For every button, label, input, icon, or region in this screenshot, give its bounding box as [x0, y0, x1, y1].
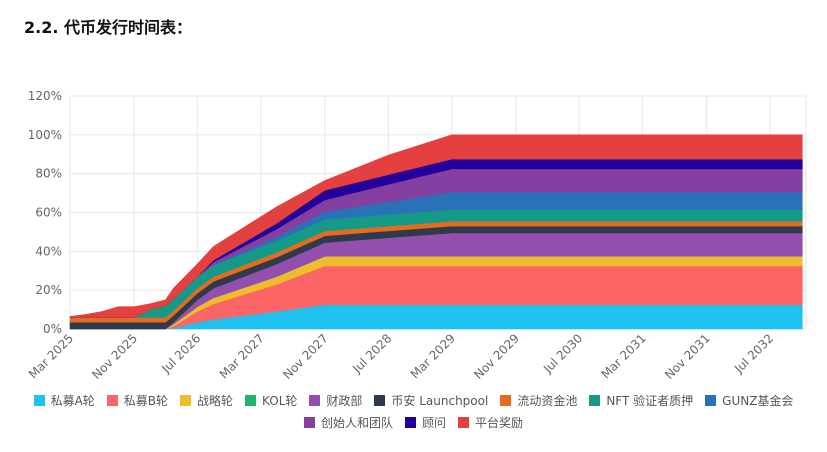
legend-item[interactable]: GUNZ基金会	[705, 392, 793, 409]
x-tick-label: Jul 2032	[731, 331, 776, 376]
legend-label: 战略轮	[197, 394, 234, 408]
legend-item[interactable]: NFT 验证者质押	[589, 392, 693, 409]
x-tick-label: Mar 2029	[408, 331, 458, 381]
legend-swatch	[303, 417, 315, 428]
legend-label: 创始人和团队	[320, 416, 393, 430]
x-tick-label: Nov 2027	[280, 331, 331, 382]
y-tick-label: 60%	[35, 206, 62, 220]
chart-legend: 私募A轮 私募B轮 战略轮 KOL轮 财政部 币安 Launchpool 流动资金池 NFT …	[0, 392, 827, 436]
legend-row: 私募A轮 私募B轮 战略轮 KOL轮 财政部 币安 Launchpool 流动资金池 NFT …	[0, 392, 827, 409]
legend-swatch	[705, 395, 717, 406]
legend-swatch	[106, 395, 118, 406]
legend-swatch	[404, 417, 416, 428]
legend-item[interactable]: KOL轮	[245, 392, 297, 409]
x-tick-label: Nov 2025	[89, 331, 140, 382]
legend-item[interactable]: 创始人和团队	[303, 414, 393, 431]
token-release-chart: 0% 20% 40% 60% 80% 100% 120% Mar 2025 Nov 2025 Ju…	[26, 89, 807, 382]
x-tick-label: Jul 2028	[349, 331, 394, 376]
legend-label: 币安 Launchpool	[391, 394, 489, 408]
legend-item[interactable]: 流动资金池	[500, 392, 577, 409]
legend-item[interactable]: 私募A轮	[33, 392, 95, 409]
legend-item[interactable]: 平台奖励	[458, 414, 523, 431]
x-tick-label: Nov 2031	[662, 331, 713, 382]
legend-row: 创始人和团队 顾问 平台奖励	[0, 414, 827, 431]
y-tick-label: 120%	[28, 89, 62, 103]
legend-swatch	[374, 395, 386, 406]
legend-swatch	[180, 395, 192, 406]
legend-label: GUNZ基金会	[722, 394, 794, 408]
legend-swatch	[500, 395, 512, 406]
x-tick-label: Jul 2030	[540, 331, 585, 376]
x-tick-label: Mar 2027	[217, 331, 267, 381]
legend-label: 私募B轮	[123, 394, 169, 408]
x-tick-label: Mar 2025	[26, 331, 76, 381]
legend-label: 平台奖励	[475, 416, 524, 430]
legend-swatch	[33, 395, 45, 406]
x-tick-label: Mar 2031	[599, 331, 649, 381]
legend-item[interactable]: 私募B轮	[106, 392, 169, 409]
legend-swatch	[458, 417, 469, 428]
legend-label: 流动资金池	[517, 394, 578, 408]
legend-item[interactable]: 顾问	[404, 414, 446, 431]
legend-label: KOL轮	[262, 394, 298, 408]
legend-item[interactable]: 战略轮	[180, 392, 233, 409]
legend-label: 财政部	[326, 394, 363, 408]
y-tick-label: 80%	[35, 167, 62, 181]
legend-label: NFT 验证者质押	[606, 394, 694, 408]
legend-item[interactable]: 币安 Launchpool	[374, 392, 488, 409]
x-tick-label: Nov 2029	[471, 331, 522, 382]
y-tick-label: 20%	[35, 283, 62, 297]
y-tick-label: 40%	[35, 244, 62, 258]
legend-item[interactable]: 财政部	[309, 392, 362, 409]
area-series	[69, 134, 803, 318]
legend-swatch	[245, 395, 257, 406]
legend-label: 私募A轮	[50, 394, 95, 408]
legend-label: 顾问	[421, 416, 446, 430]
section-heading: 2.2. 代币发行时间表：	[24, 18, 192, 37]
legend-swatch	[589, 395, 601, 406]
legend-swatch	[309, 395, 321, 406]
y-tick-label: 100%	[28, 128, 62, 142]
y-tick-label: 0%	[43, 322, 62, 336]
x-tick-label: Jul 2026	[158, 331, 203, 376]
